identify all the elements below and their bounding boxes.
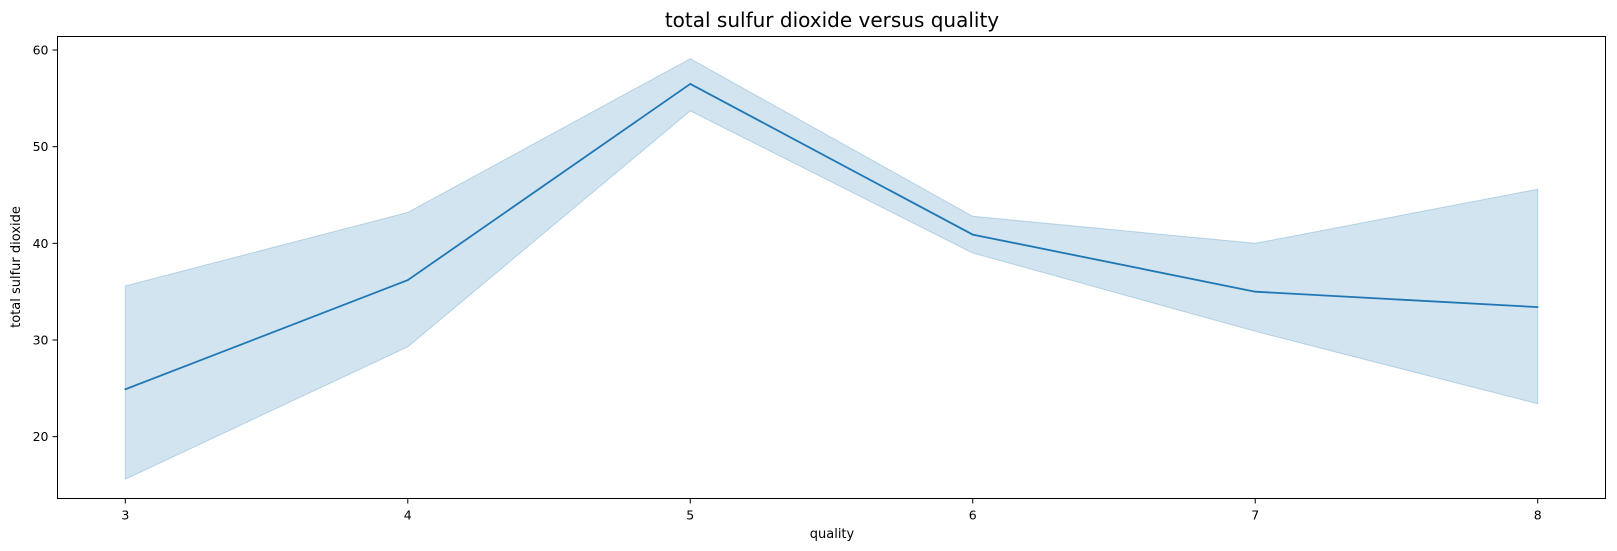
plot-frame — [57, 36, 1606, 499]
data-point — [1254, 290, 1257, 293]
series-line-0 — [124, 82, 1538, 391]
confidence-band-0 — [124, 58, 1539, 480]
x-axis-label: quality — [810, 527, 855, 542]
chart-title: total sulfur dioxide versus quality — [665, 8, 999, 32]
x-tick-label: 4 — [404, 508, 412, 523]
data-point — [124, 388, 127, 391]
x-tick-label: 5 — [686, 508, 694, 523]
y-axis: 20 30 40 50 60 — [33, 43, 58, 444]
y-tick-label: 20 — [33, 429, 49, 444]
data-point — [971, 233, 974, 236]
y-tick-label: 30 — [33, 332, 49, 347]
y-tick-label: 50 — [33, 139, 49, 154]
plot-area — [124, 58, 1539, 480]
data-point — [406, 279, 409, 281]
x-tick-label: 6 — [969, 508, 977, 523]
x-tick-label: 7 — [1251, 508, 1259, 523]
x-tick-label: 8 — [1534, 508, 1542, 523]
x-axis: 3 4 5 6 7 8 — [121, 498, 1542, 523]
y-tick-label: 60 — [33, 43, 49, 58]
y-axis-label: total sulfur dioxide — [9, 206, 24, 328]
x-tick-label: 3 — [121, 508, 129, 523]
data-point — [1536, 306, 1539, 308]
data-point — [689, 83, 692, 85]
y-tick-label: 40 — [33, 236, 49, 251]
